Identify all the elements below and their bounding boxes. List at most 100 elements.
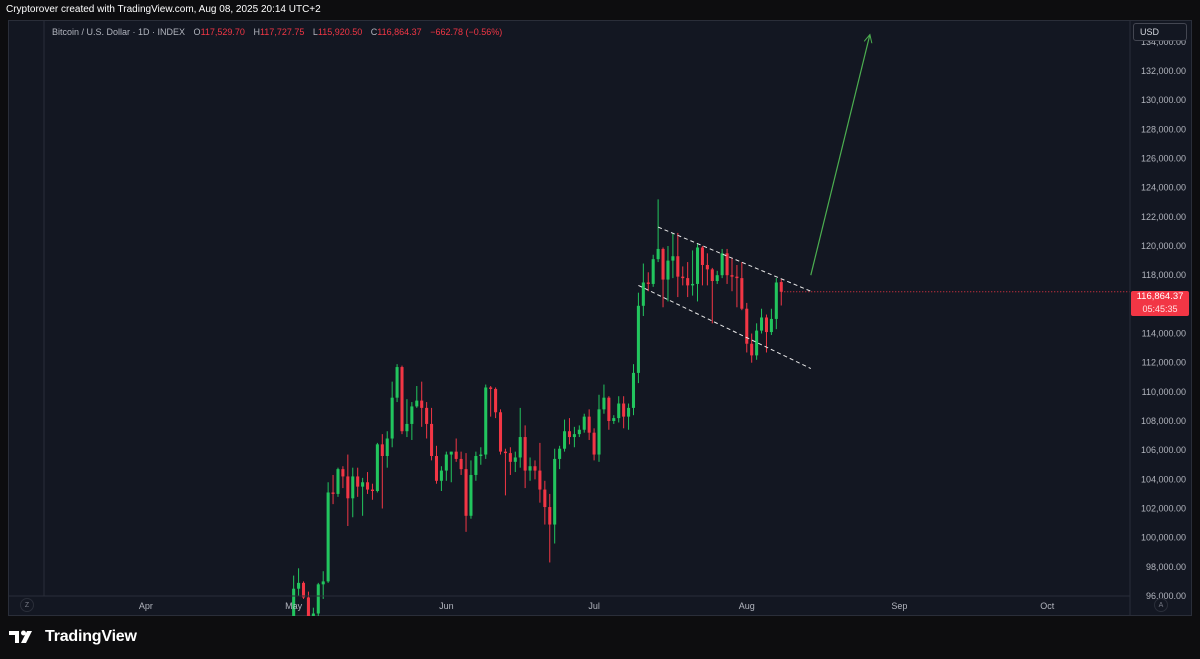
price-tick-label: 112,000.00 — [1142, 358, 1186, 368]
candle — [454, 438, 458, 462]
candle — [543, 480, 547, 525]
candle-body — [297, 582, 301, 589]
candle-body — [351, 476, 355, 499]
candle — [755, 323, 759, 360]
candle — [346, 454, 350, 527]
annotations — [638, 35, 869, 369]
candle-body — [617, 403, 621, 419]
candle-body — [430, 423, 434, 457]
auto-scale-button[interactable]: A — [1154, 598, 1168, 612]
candle-body — [484, 387, 488, 455]
candle — [622, 396, 626, 429]
candle — [498, 409, 503, 455]
candle-body — [666, 260, 670, 280]
candle-body — [474, 456, 478, 475]
candle — [760, 308, 764, 334]
candle-body — [380, 444, 384, 457]
last-price: 116,864.37 — [1136, 291, 1184, 302]
candle-body — [725, 253, 729, 276]
candle-body — [444, 454, 448, 471]
candle — [592, 428, 596, 461]
candle-body — [735, 276, 739, 279]
candle — [385, 431, 389, 468]
candle — [528, 457, 532, 481]
candle — [508, 447, 512, 475]
symbol-label[interactable]: Bitcoin / U.S. Dollar · 1D · INDEX — [52, 27, 186, 37]
candle-body — [779, 282, 783, 292]
price-tick-label: 100,000.00 — [1141, 533, 1186, 543]
candle — [681, 266, 685, 286]
candle-body — [710, 269, 714, 282]
price-tick-label: 106,000.00 — [1141, 445, 1186, 455]
candle — [582, 413, 586, 433]
candle — [434, 445, 439, 484]
candle-body — [715, 275, 719, 282]
low-value: 115,920.50 — [317, 27, 363, 37]
lower-channel-line — [638, 284, 812, 369]
candle — [444, 451, 448, 481]
candle-body — [361, 482, 365, 487]
time-tick-label: Oct — [1040, 601, 1055, 611]
candle — [316, 582, 320, 616]
candle-body — [740, 278, 744, 309]
price-axis[interactable]: 134,000.00 132,000.00 130,000.00 128,000.00… — [1129, 20, 1186, 616]
candle-body — [572, 434, 576, 438]
candle — [380, 434, 384, 509]
candle-body — [508, 453, 512, 462]
candle — [449, 451, 453, 483]
candle — [479, 447, 483, 465]
candle-body — [494, 388, 498, 413]
chart-caption: Cryptorover created with TradingView.com… — [0, 0, 1200, 20]
candle-body — [464, 469, 468, 516]
candle — [306, 591, 310, 616]
candle-body — [656, 248, 660, 260]
candle — [656, 199, 660, 263]
candle — [666, 246, 670, 302]
candle — [469, 460, 473, 519]
candle — [567, 418, 571, 445]
candle — [361, 477, 365, 516]
candle — [513, 451, 517, 473]
candle — [617, 396, 621, 423]
candle — [597, 394, 601, 462]
candlestick-chart[interactable]: 134,000.00 132,000.00 130,000.00 128,000.00… — [8, 20, 1192, 616]
projection-arrow — [810, 35, 870, 276]
candle — [548, 493, 552, 563]
candle — [661, 247, 665, 308]
candle-body — [326, 492, 330, 582]
close-value: 116,864.37 — [377, 27, 422, 37]
candle-body — [454, 451, 458, 459]
candle — [720, 248, 724, 279]
candle-body — [528, 466, 532, 471]
candle-body — [612, 418, 616, 422]
price-tick-label: 130,000.00 — [1141, 95, 1186, 105]
candle-body — [489, 387, 493, 389]
currency-button[interactable]: USD — [1133, 23, 1187, 41]
candle — [651, 254, 655, 287]
candle-body — [306, 597, 310, 616]
zoom-button[interactable]: Z — [20, 598, 34, 612]
candle — [439, 466, 443, 492]
price-tick-label: 124,000.00 — [1141, 183, 1186, 193]
candle — [366, 472, 370, 494]
candle — [375, 442, 379, 493]
price-tick-label: 128,000.00 — [1141, 124, 1186, 134]
high-label: H — [253, 27, 260, 37]
candle — [641, 263, 645, 317]
candle-body — [553, 458, 557, 525]
candle — [326, 482, 330, 583]
candle-body — [469, 474, 473, 516]
candle-body — [346, 476, 350, 499]
candle-body — [375, 444, 379, 492]
time-axis[interactable]: Apr May Jun Jul Aug Sep Oct — [8, 595, 1130, 611]
candle-body — [755, 330, 759, 356]
candle-body — [341, 469, 345, 477]
candle-body — [582, 416, 586, 430]
bar-countdown: 05:45:35 — [1142, 304, 1178, 314]
candle-body — [370, 489, 374, 492]
candle — [646, 272, 650, 292]
candle-body — [523, 437, 527, 471]
tradingview-logo[interactable]: TradingView — [9, 626, 137, 648]
candle — [390, 381, 394, 448]
candle — [400, 365, 404, 435]
